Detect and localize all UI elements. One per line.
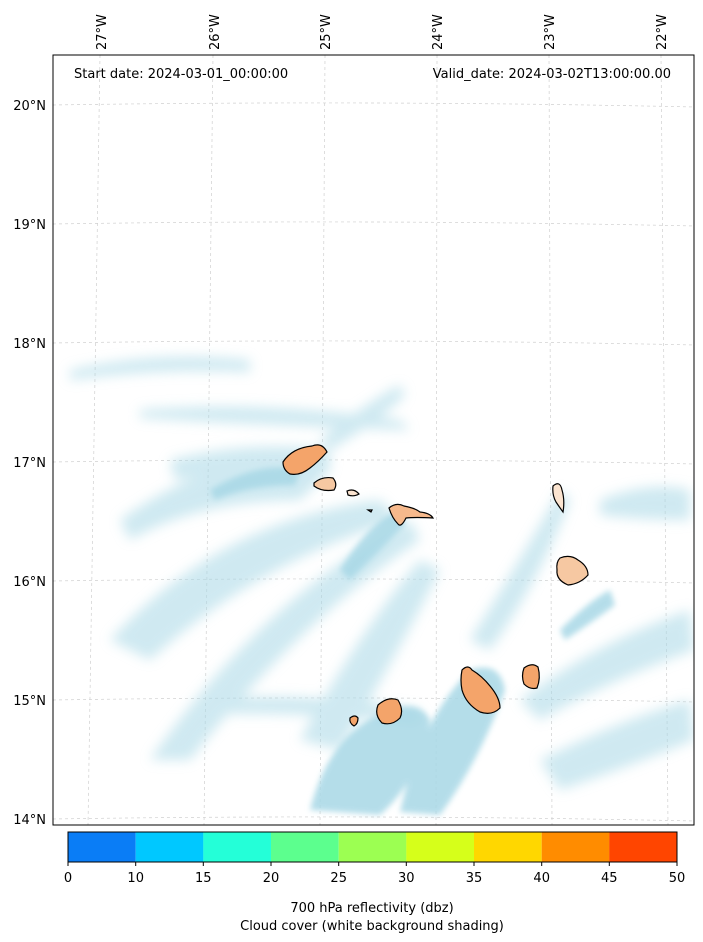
cloud-core (340, 510, 405, 580)
lat-labels: 20°N 19°N 18°N 17°N 16°N 15°N 14°N (13, 99, 46, 828)
lon-labels: 27°W 26°W 25°W 24°W 23°W 22°W (95, 14, 670, 50)
island-maio (521, 664, 540, 690)
colorbar-tick-label: 25 (330, 871, 347, 886)
parallel-17n (53, 459, 694, 465)
colorbar-title: 700 hPa reflectivity (dbz) (290, 901, 453, 916)
colorbar-cell (135, 832, 204, 862)
lat-label: 14°N (13, 813, 46, 828)
lat-label: 18°N (13, 337, 46, 352)
island-santa-luzia (346, 489, 360, 497)
island-brava (349, 715, 359, 727)
cloud-band (200, 696, 420, 725)
island-sal (552, 483, 565, 514)
start-date-label: Start date: 2024-03-01_00:00:00 (74, 67, 288, 82)
lat-label: 20°N (13, 99, 46, 114)
colorbar-tick-label: 40 (533, 871, 550, 886)
colorbar-frame (67, 831, 678, 863)
colorbar-tick-labels: 0 10 15 20 25 30 35 40 45 50 (64, 871, 685, 886)
lon-label: 24°W (431, 14, 446, 50)
parallel-18n (53, 340, 694, 346)
colorbar-cell (541, 832, 610, 862)
colorbar-tick-label: 20 (263, 871, 280, 886)
colorbar-tick-label: 30 (398, 871, 415, 886)
cloud-band (320, 385, 405, 450)
cloud-band (70, 356, 250, 380)
parallel-20n (53, 102, 694, 108)
colorbar-tick-label: 50 (669, 871, 686, 886)
lon-label: 26°W (208, 14, 223, 50)
cloud-core (310, 706, 430, 815)
parallel-14n (53, 816, 694, 822)
cloud-band (600, 486, 690, 520)
meridian-27w (87, 55, 101, 825)
colorbar-cell (406, 832, 474, 862)
colorbar-tick-label: 45 (601, 871, 618, 886)
colorbar-cell (271, 832, 339, 862)
map-background (53, 55, 694, 825)
meridian-26w (203, 55, 214, 825)
colorbar-tick-label: 15 (195, 871, 212, 886)
lat-label: 17°N (13, 456, 46, 471)
cloud-band (540, 700, 694, 790)
lon-label: 22°W (655, 14, 670, 50)
meridian-24w (435, 55, 438, 825)
islands (282, 444, 589, 727)
lat-label: 15°N (13, 694, 46, 709)
graticule (53, 55, 694, 825)
colorbar-tick-label: 10 (127, 871, 144, 886)
colorbar-subtitle: Cloud cover (white background shading) (240, 919, 504, 934)
lon-label: 25°W (319, 14, 334, 50)
colorbar-cell (609, 832, 677, 862)
meridian-23w (548, 55, 553, 825)
colorbar: 0 10 15 20 25 30 35 40 45 50 700 hPa ref… (64, 831, 685, 934)
colorbar-cell (203, 832, 271, 862)
lat-label: 16°N (13, 575, 46, 590)
island-boa-vista (556, 555, 589, 586)
colorbar-tick-marks (67, 862, 678, 866)
cloud-band (470, 490, 570, 650)
colorbar-cell (474, 832, 542, 862)
cloud-band (110, 500, 400, 660)
island-raso (366, 509, 373, 513)
cloud-core (560, 590, 615, 640)
colorbar-cells (68, 832, 677, 862)
map-frame (52, 54, 695, 826)
island-fogo (376, 698, 403, 725)
lon-label: 23°W (543, 14, 558, 50)
colorbar-tick-label: 0 (64, 871, 72, 886)
island-sao-vicente (313, 476, 337, 492)
lat-label: 19°N (13, 218, 46, 233)
island-santiago (460, 666, 501, 714)
parallel-15n (53, 697, 694, 703)
parallel-19n (53, 221, 694, 227)
colorbar-tick-label: 35 (466, 871, 483, 886)
island-sao-nicolau (388, 503, 435, 526)
parallel-16n (53, 578, 694, 584)
meridian-22w (660, 55, 669, 825)
lon-label: 27°W (95, 14, 110, 50)
valid-date-label: Valid_date: 2024-03-02T13:00:00.00 (433, 67, 671, 82)
colorbar-cell (338, 832, 407, 862)
colorbar-cell (68, 832, 136, 862)
cloud-core (210, 467, 300, 500)
cloud-band (520, 610, 694, 720)
island-santo-antao (282, 444, 328, 475)
